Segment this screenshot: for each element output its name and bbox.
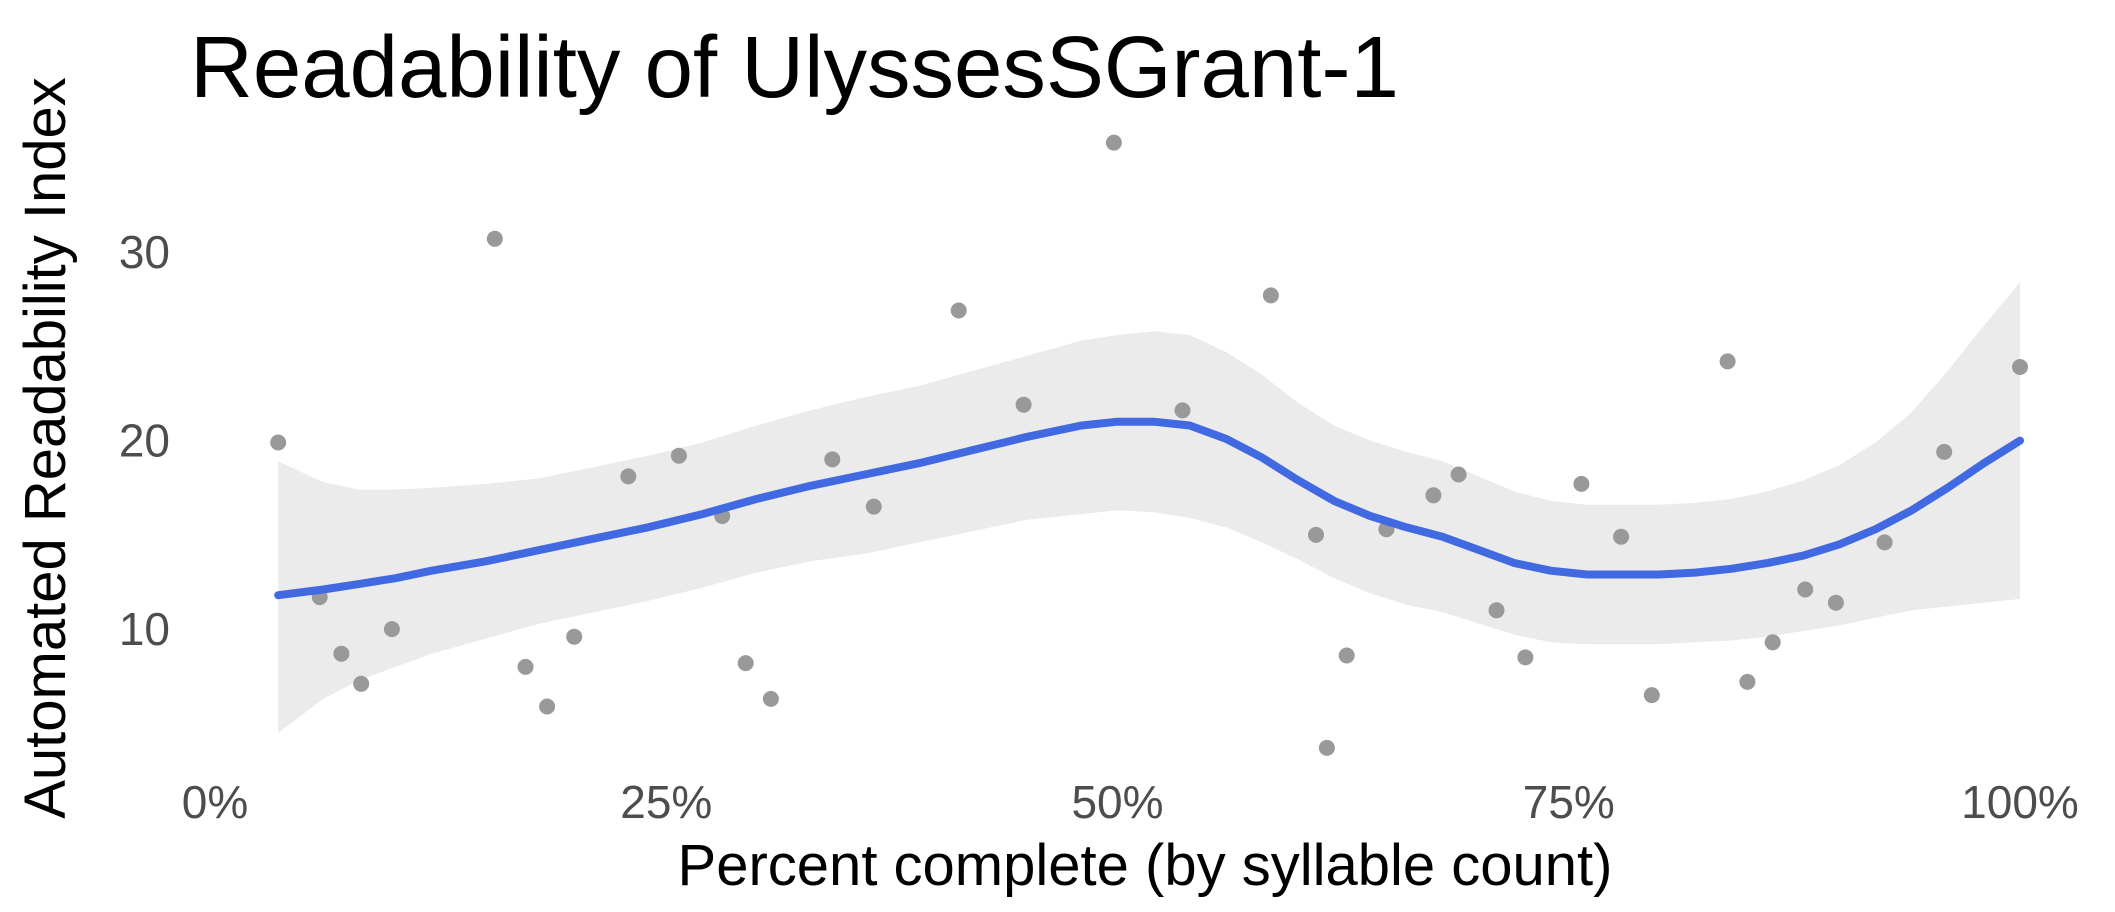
x-tick-label: 50% — [1071, 776, 1163, 828]
y-tick-label: 20 — [119, 415, 170, 467]
data-point-11 — [670, 447, 687, 464]
data-point-29 — [1517, 649, 1534, 666]
data-point-18 — [1015, 396, 1032, 413]
data-point-21 — [1262, 287, 1279, 304]
data-point-24 — [1338, 647, 1355, 664]
data-point-36 — [1797, 581, 1814, 598]
data-point-4 — [353, 675, 370, 692]
y-axis-title: Automated Readability Index — [13, 77, 78, 819]
data-point-3 — [333, 645, 350, 662]
data-point-40 — [2012, 359, 2028, 375]
data-point-20 — [1174, 402, 1191, 419]
plot-area — [270, 134, 2028, 756]
data-point-6 — [486, 230, 503, 247]
data-point-14 — [762, 690, 779, 707]
data-point-31 — [1613, 528, 1630, 545]
data-point-17 — [950, 302, 967, 319]
data-point-23 — [1318, 739, 1335, 756]
chart-title: Readability of UlyssesSGrant-1 — [190, 19, 1399, 116]
data-point-13 — [737, 655, 754, 672]
data-point-34 — [1739, 673, 1756, 690]
data-point-35 — [1764, 634, 1781, 651]
x-tick-label: 0% — [182, 776, 248, 828]
data-point-19 — [1105, 134, 1122, 151]
data-point-15 — [824, 451, 841, 468]
y-axis-ticks: 10 20 30 — [119, 226, 170, 655]
data-point-5 — [383, 621, 400, 638]
data-point-27 — [1450, 466, 1467, 483]
data-point-37 — [1827, 594, 1844, 611]
x-tick-label: 75% — [1523, 776, 1615, 828]
x-tick-label: 25% — [620, 776, 712, 828]
data-point-39 — [1936, 443, 1953, 460]
data-point-16 — [865, 498, 882, 515]
data-point-10 — [620, 468, 637, 485]
data-point-38 — [1876, 534, 1893, 551]
data-point-22 — [1308, 526, 1324, 543]
y-tick-label: 10 — [119, 603, 170, 655]
confidence-band — [278, 282, 2021, 733]
data-point-9 — [566, 628, 583, 645]
data-point-1 — [270, 434, 287, 451]
data-point-33 — [1719, 353, 1736, 370]
x-tick-label: 100% — [1961, 776, 2079, 828]
data-point-32 — [1643, 687, 1660, 704]
smooth-trend-line — [274, 417, 2024, 600]
data-point-7 — [517, 658, 534, 675]
y-tick-label: 30 — [119, 226, 170, 278]
data-point-28 — [1488, 602, 1505, 619]
data-point-30 — [1573, 475, 1590, 492]
x-axis-title: Percent complete (by syllable count) — [678, 833, 1613, 898]
data-point-26 — [1425, 487, 1442, 504]
x-axis-ticks: 0% 25% 50% 75% 100% — [182, 776, 2079, 828]
data-point-8 — [539, 698, 556, 715]
